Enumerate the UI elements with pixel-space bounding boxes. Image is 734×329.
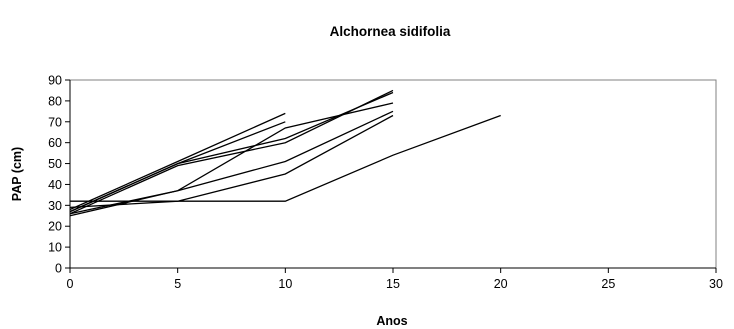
x-tick-label: 25 <box>601 277 615 291</box>
x-axis: 0 5 10 15 20 25 30 <box>67 267 723 291</box>
series-line-1 <box>69 112 286 211</box>
y-axis-label: PAP (cm) <box>10 147 24 201</box>
series-line-2 <box>69 121 286 213</box>
y-tick-label: 90 <box>48 74 62 88</box>
x-tick-label: 10 <box>278 277 292 291</box>
y-tick-label: 70 <box>48 115 62 129</box>
chart-title: Alchornea sidifolia <box>330 24 451 39</box>
series-line-6 <box>69 110 394 215</box>
series-line-4 <box>69 91 394 213</box>
x-axis-label: Anos <box>376 314 407 328</box>
series-line-7 <box>69 114 394 209</box>
x-tick-label: 30 <box>709 277 723 291</box>
series-line-5 <box>69 102 394 217</box>
y-tick-label: 10 <box>48 241 62 255</box>
y-tick-label: 80 <box>48 94 62 108</box>
y-tick-label: 60 <box>48 136 62 150</box>
x-tick-label: 5 <box>174 277 181 291</box>
series-line-3 <box>69 89 394 215</box>
x-tick-label: 15 <box>386 277 400 291</box>
y-tick-label: 20 <box>48 220 62 234</box>
series-line-8 <box>70 114 501 202</box>
y-axis: 0 10 20 30 40 50 60 70 80 90 <box>48 74 71 276</box>
y-tick-label: 0 <box>55 262 62 276</box>
plot-area <box>69 79 717 269</box>
series-group <box>69 89 501 217</box>
y-tick-label: 50 <box>48 157 62 171</box>
y-tick-label: 40 <box>48 178 62 192</box>
y-tick-label: 30 <box>48 199 62 213</box>
x-tick-label: 0 <box>67 277 74 291</box>
x-tick-label: 20 <box>494 277 508 291</box>
